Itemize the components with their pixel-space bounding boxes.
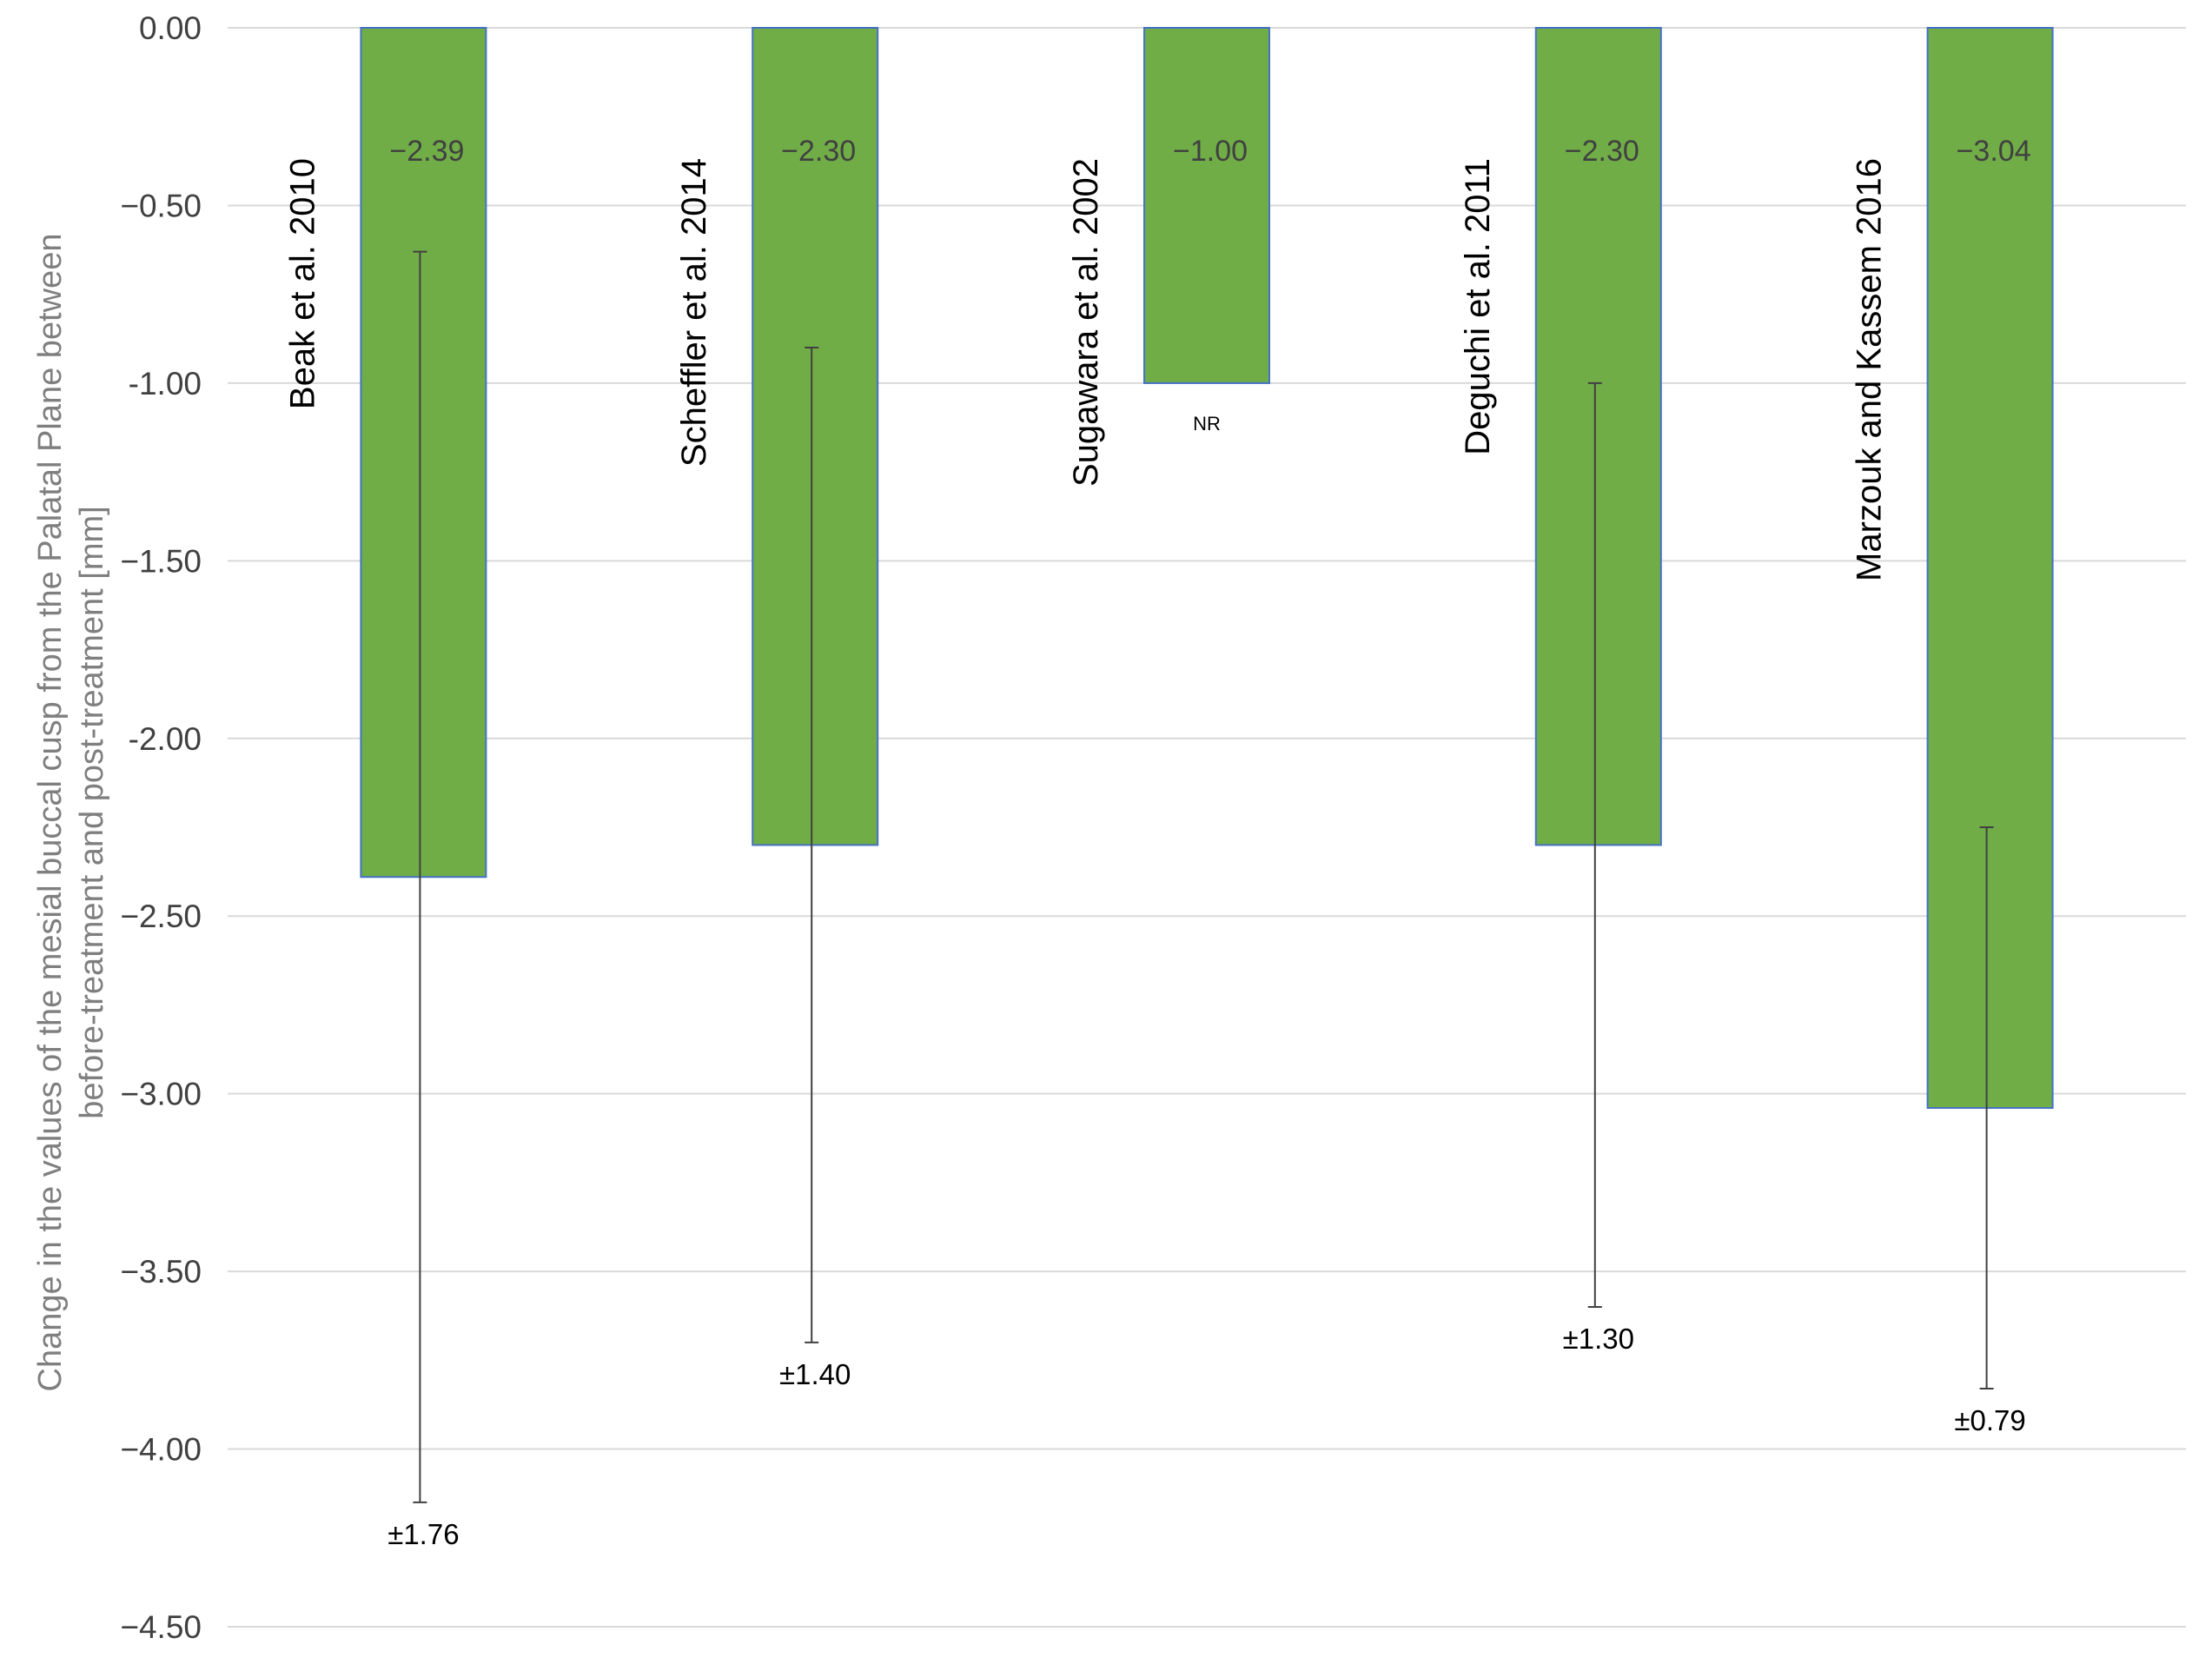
bar (1534, 27, 1662, 846)
bar-layer (360, 27, 2054, 1110)
bar-value-label: −1.00 (1173, 135, 1248, 168)
bar (1143, 27, 1270, 384)
bar (360, 27, 487, 879)
category-label: Scheffler et al. 2014 (675, 158, 713, 467)
category-label: Deguchi et al. 2011 (1459, 158, 1497, 455)
bar-value-label: −3.04 (1957, 135, 2031, 168)
y-tick-label: −0.50 (120, 188, 202, 223)
error-bar-layer (413, 250, 1994, 1503)
y-tick-label: −4.50 (120, 1609, 202, 1645)
bar-value-label: −2.30 (781, 135, 856, 168)
bar (752, 27, 879, 846)
label-layer: 0.00 −0.50 -1.00 −1.50 -2.00 −2.50 −3.00 −3.50 −… (120, 10, 2030, 1645)
error-label: NR (1193, 413, 1221, 434)
y-tick-label: −3.50 (120, 1254, 202, 1290)
y-axis-title-line-2: before-treatment and post-treatment [mm] (74, 506, 110, 1118)
error-label: ±1.30 (1563, 1323, 1634, 1355)
category-label: Beak et al. 2010 (283, 158, 321, 409)
y-tick-label: −4.00 (120, 1432, 202, 1468)
error-label: ±1.40 (779, 1358, 851, 1390)
y-tick-label: -2.00 (129, 721, 202, 757)
category-label: Marzouk and Kassem 2016 (1851, 158, 1889, 581)
y-tick-label: −2.50 (120, 899, 202, 934)
bar (1926, 27, 2054, 1110)
y-tick-label: −1.50 (120, 543, 202, 579)
error-label: ±0.79 (1954, 1404, 2025, 1436)
y-tick-label: −3.00 (120, 1077, 202, 1112)
y-tick-label: -1.00 (129, 366, 202, 401)
grid-layer (228, 27, 2186, 1628)
category-label: Sugawara et al. 2002 (1067, 158, 1105, 487)
y-tick-label: 0.00 (139, 10, 202, 46)
bar-value-label: −2.30 (1565, 135, 1639, 168)
error-label: ±1.76 (387, 1518, 459, 1550)
bar-value-label: −2.39 (389, 135, 464, 168)
y-axis-title-line-1: Change in the values of the mesial bucca… (32, 234, 69, 1392)
y-axis-title: Change in the values of the mesial bucca… (32, 234, 110, 1392)
